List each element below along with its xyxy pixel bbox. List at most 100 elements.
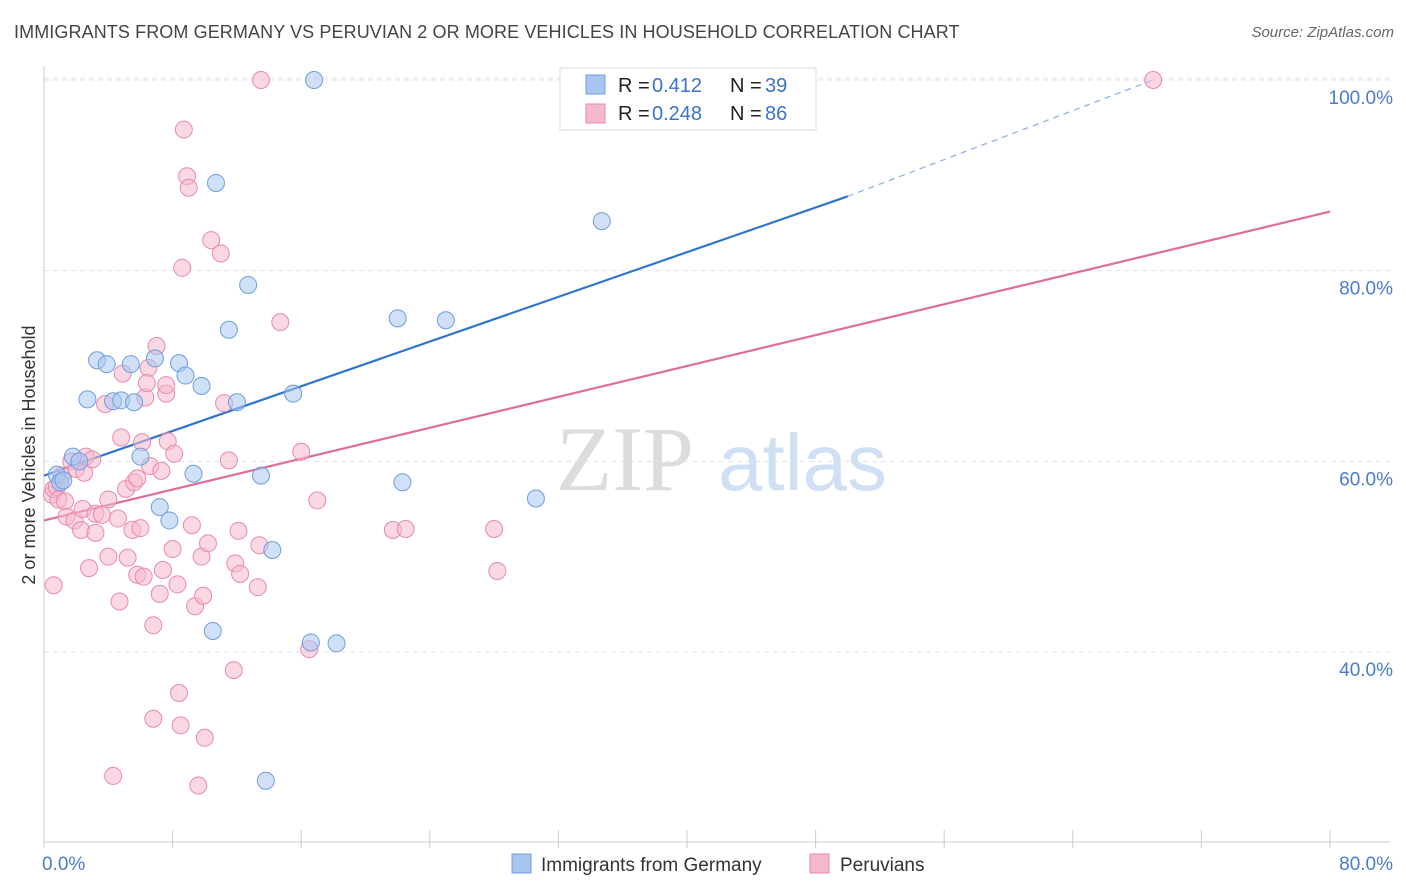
point-germany-15 xyxy=(160,511,179,530)
point-germany-30 xyxy=(305,71,324,89)
point-peru-61 xyxy=(189,776,208,795)
watermark: ZIP atlas xyxy=(556,408,887,510)
stats-legend: R = 0.412 N = 39 R = 0.248 N = 86 xyxy=(559,67,817,131)
point-germany-18 xyxy=(184,464,203,483)
point-peru-4 xyxy=(44,576,63,595)
y-tick-label-0: 40.0% xyxy=(1339,660,1393,681)
y-tick-label-2: 80.0% xyxy=(1339,279,1393,300)
y-axis-label: 2 or more Vehicles in Household xyxy=(19,325,39,584)
point-peru-41 xyxy=(144,616,163,635)
point-peru-65 xyxy=(198,534,217,553)
legend-swatch-germany xyxy=(585,74,606,95)
point-germany-31 xyxy=(327,634,346,653)
point-peru-63 xyxy=(195,728,214,747)
point-germany-5 xyxy=(78,390,97,409)
point-germany-33 xyxy=(393,473,412,492)
point-peru-82 xyxy=(396,520,415,539)
point-germany-24 xyxy=(239,275,258,294)
point-peru-64 xyxy=(194,586,213,605)
source-credit: Source: ZipAtlas.com xyxy=(1251,24,1394,41)
legend-peru-r-label: R = xyxy=(618,103,650,125)
series-legend-germany: Immigrants from Germany xyxy=(541,855,762,876)
series-legend-swatch-germany xyxy=(511,853,532,874)
point-germany-10 xyxy=(125,393,144,412)
point-peru-45 xyxy=(153,561,172,580)
point-peru-6 xyxy=(55,492,74,511)
point-peru-24 xyxy=(108,509,127,528)
chart-title: IMMIGRANTS FROM GERMANY VS PERUVIAN 2 OR… xyxy=(14,22,960,42)
point-germany-21 xyxy=(207,173,226,192)
point-germany-14 xyxy=(150,498,169,517)
point-peru-54 xyxy=(171,716,190,735)
point-germany-28 xyxy=(284,384,303,403)
point-peru-78 xyxy=(292,442,311,461)
point-germany-38 xyxy=(592,212,611,231)
point-peru-73 xyxy=(231,564,250,583)
point-peru-29 xyxy=(118,548,137,567)
x-tick-label-min: 0.0% xyxy=(42,854,85,875)
series-legend-swatch-peru xyxy=(809,853,830,874)
gridlines xyxy=(44,77,1390,653)
point-germany-34 xyxy=(436,311,455,330)
data-points xyxy=(43,71,1163,795)
legend-peru-n-value: 86 xyxy=(765,103,787,125)
point-peru-59 xyxy=(182,516,201,535)
legend-swatch-peru xyxy=(585,103,606,124)
point-peru-21 xyxy=(99,490,118,509)
point-germany-4 xyxy=(70,452,89,471)
point-germany-23 xyxy=(227,393,246,412)
point-peru-84 xyxy=(488,561,507,580)
point-peru-33 xyxy=(131,519,150,538)
point-peru-51 xyxy=(165,444,184,463)
point-peru-36 xyxy=(134,567,153,586)
trend-line-germany xyxy=(43,195,849,477)
point-germany-27 xyxy=(263,540,282,559)
point-peru-66 xyxy=(202,231,221,250)
point-peru-53 xyxy=(170,683,189,702)
point-germany-13 xyxy=(145,349,164,368)
point-peru-42 xyxy=(144,709,163,728)
point-peru-32 xyxy=(128,469,147,488)
point-peru-58 xyxy=(179,178,198,197)
legend-germany-n-label: N = xyxy=(730,75,762,97)
point-peru-15 xyxy=(80,559,99,578)
point-peru-72 xyxy=(229,521,248,540)
series-legend: Immigrants from Germany Peruvians xyxy=(511,853,925,876)
legend-peru-n-label: N = xyxy=(730,103,762,125)
point-peru-27 xyxy=(110,592,129,611)
point-peru-22 xyxy=(99,547,118,566)
point-peru-67 xyxy=(211,244,230,263)
point-germany-11 xyxy=(121,355,140,374)
point-peru-40 xyxy=(137,374,156,393)
point-germany-26 xyxy=(256,771,275,790)
point-peru-77 xyxy=(271,313,290,332)
legend-germany-r-value: 0.412 xyxy=(652,75,702,97)
point-peru-19 xyxy=(92,505,111,524)
point-peru-55 xyxy=(173,258,192,277)
point-peru-25 xyxy=(112,428,131,447)
point-peru-46 xyxy=(152,461,171,480)
point-peru-52 xyxy=(168,575,187,594)
point-germany-32 xyxy=(388,309,407,328)
point-germany-20 xyxy=(203,622,222,641)
point-peru-44 xyxy=(150,584,169,603)
point-germany-2 xyxy=(54,471,73,490)
point-peru-74 xyxy=(248,578,267,597)
point-peru-69 xyxy=(219,451,238,470)
point-peru-18 xyxy=(86,523,105,542)
point-peru-23 xyxy=(104,766,123,785)
axes xyxy=(43,66,1390,848)
y-tick-label-1: 60.0% xyxy=(1339,469,1393,490)
point-germany-25 xyxy=(252,466,271,485)
point-germany-22 xyxy=(219,320,238,339)
legend-peru-r-value: 0.248 xyxy=(652,103,702,125)
point-germany-35 xyxy=(526,489,545,508)
point-germany-12 xyxy=(131,447,150,466)
point-peru-85 xyxy=(1144,71,1163,89)
point-germany-7 xyxy=(97,355,116,374)
point-germany-19 xyxy=(192,377,211,396)
trend-line-germany-extension xyxy=(847,79,1154,197)
point-peru-70 xyxy=(224,661,243,680)
y-tick-label-3: 100.0% xyxy=(1329,88,1394,109)
